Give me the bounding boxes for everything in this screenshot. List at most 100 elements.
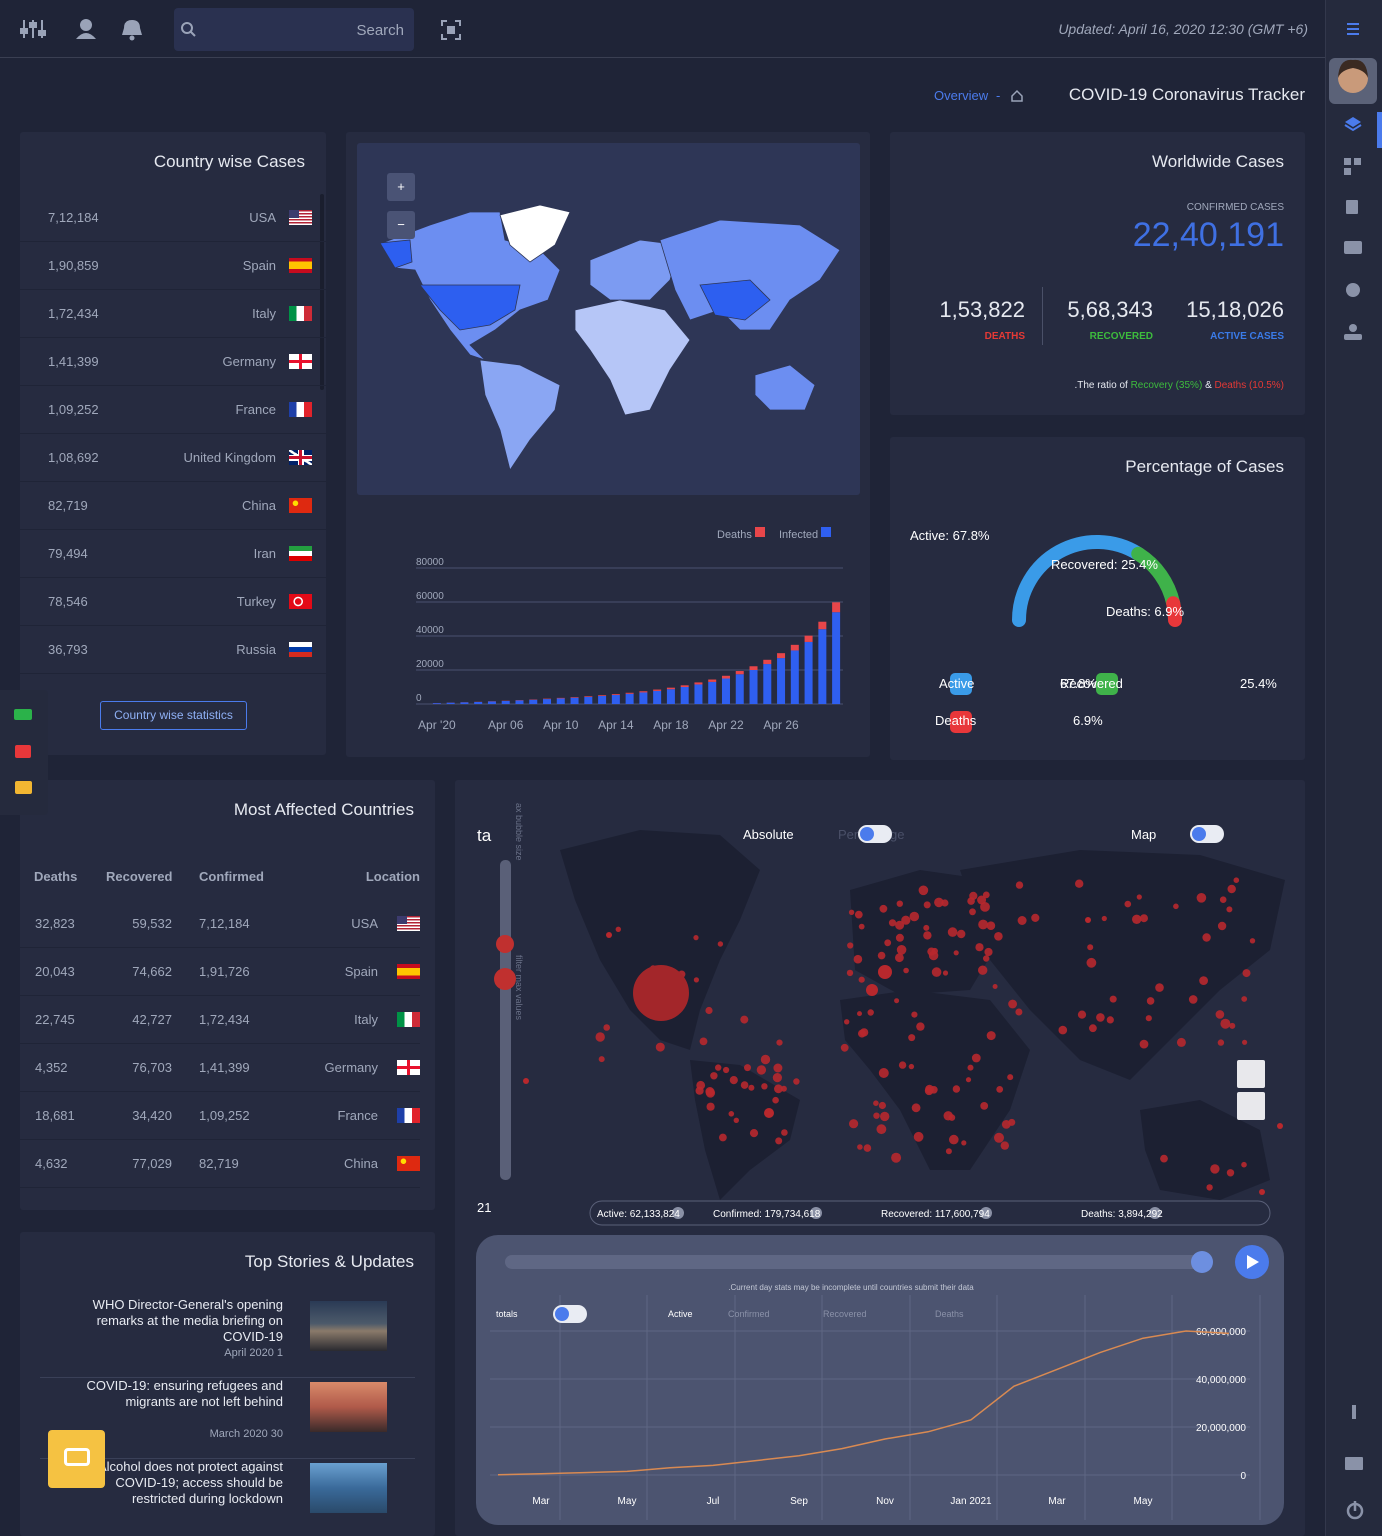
recovered-cell: 74,662 [132,964,172,979]
story-date: March 2020 30 [209,1428,283,1440]
flag [397,964,420,979]
country-row[interactable]: 79,494 Iran [20,530,326,578]
flag [289,642,312,657]
flag [397,1156,420,1171]
active-value: 15,18,026 [1186,297,1284,322]
country-row[interactable]: 36,793 Russia [20,626,326,674]
country-row[interactable]: 1,90,859 Spain [20,242,326,290]
country-row[interactable]: 78,546 Turkey [20,578,326,626]
country-row[interactable]: 1,09,252 France [20,386,326,434]
case-count: 79,494 [48,546,88,561]
story-item[interactable]: COVID-19: ensuring refugees and migrants… [40,1378,415,1459]
most-affected-panel: Most Affected Countries Deaths Recovered… [20,780,435,1210]
panel-title: Top Stories & Updates [244,1252,414,1271]
home-icon [1011,89,1023,102]
flag [289,498,312,513]
tool-icon[interactable] [15,745,31,758]
country-name: Iran [253,546,276,561]
country-row[interactable]: 1,72,434 Italy [20,290,326,338]
recovered-cell: 42,727 [132,1012,172,1027]
toolbar-icons[interactable] [18,14,168,44]
case-count: 1,08,692 [48,450,99,465]
scrollbar[interactable] [320,194,324,390]
flag [289,258,312,273]
story-image [310,1463,387,1513]
case-count: 36,793 [48,642,88,657]
top-bar [0,0,1325,58]
confirmed-label: CONFIRMED CASES [1186,202,1284,213]
confirmed-cell: 1,72,434 [199,1012,250,1027]
flag [289,594,312,609]
confirmed-cell: 7,12,184 [199,916,250,931]
panel-title: Country wise Cases [153,152,305,171]
deaths-value: 1,53,822 [939,297,1025,322]
active-label: ACTIVE CASES [1210,331,1284,342]
story-date: April 2020 1 [224,1347,283,1359]
story-title: COVID-19: ensuring refugees and migrants… [86,1378,283,1409]
table-row: 32,823 59,532 7,12,184 USA [20,900,420,948]
recovered-cell: 77,029 [132,1156,172,1171]
search-box[interactable]: Search [174,8,414,51]
chat-button[interactable] [48,1430,105,1488]
confirmed-value: 22,40,191 [1132,216,1284,254]
confirmed-cell: 1,41,399 [199,1060,250,1075]
flag [397,1108,420,1123]
flag [289,546,312,561]
story-item[interactable]: WHO Director-General's opening remarks a… [40,1297,415,1378]
ratio-deaths: Deaths (10.5%) [1214,380,1284,391]
flag [289,210,312,225]
deaths-label: DEATHS [984,331,1025,342]
country-name: United Kingdom [183,450,277,465]
totals-toggle[interactable] [553,1305,587,1323]
flag [397,1060,420,1075]
map-toggle[interactable] [1190,825,1224,843]
percentage-toggle[interactable] [858,825,892,843]
deaths-cell: 20,043 [35,964,75,979]
ratio-recovery: Recovery (35%) [1130,380,1203,391]
story-image [310,1301,387,1351]
location-cell: Spain [344,964,378,979]
chat-icon [64,1448,90,1466]
case-count: 1,09,252 [48,402,99,417]
page-title: COVID-19 Coronavirus Tracker [1068,85,1305,104]
panel-title: Worldwide Cases [1152,152,1284,171]
country-name: Germany [222,354,276,369]
sidebar-icons[interactable] [1325,0,1382,1536]
case-count: 1,41,399 [48,354,99,369]
statistics-button[interactable]: Country wise statistics [100,701,247,730]
tool-icon[interactable] [14,709,32,720]
breadcrumb-separator: - [996,88,1001,103]
location-cell: France [337,1108,378,1123]
table-header: Deaths Recovered Confirmed Location [20,866,420,886]
country-row[interactable]: 7,12,184 USA [20,194,326,242]
story-title: Alcohol does not protect against COVID-1… [97,1459,283,1506]
stories-panel: Top Stories & Updates WHO Director-Gener… [20,1232,435,1536]
map-chart-panel [346,132,870,757]
breadcrumb-link[interactable]: Overview [934,88,989,103]
country-row[interactable]: 1,08,692 United Kingdom [20,434,326,482]
deaths-cell: 18,681 [35,1108,75,1123]
country-row[interactable]: 1,41,399 Germany [20,338,326,386]
story-item[interactable]: Alcohol does not protect against COVID-1… [40,1459,415,1536]
deaths-cell: 22,745 [35,1012,75,1027]
country-cases-panel: Country wise Cases Country wise statisti… [20,132,326,755]
table-row: 4,352 76,703 1,41,399 Germany [20,1044,420,1092]
right-sidebar [1325,0,1382,1536]
recovered-label: RECOVERED [1089,331,1153,342]
confirmed-cell: 82,719 [199,1156,239,1171]
country-name: USA [249,210,276,225]
fullscreen-icon[interactable] [440,19,462,41]
location-cell: Germany [324,1060,378,1075]
table-row: 20,043 74,662 1,91,726 Spain [20,948,420,996]
country-row[interactable]: 82,719 China [20,482,326,530]
case-count: 78,546 [48,594,88,609]
tool-icon[interactable] [15,781,32,794]
country-name: Russia [236,642,276,657]
column-header: Deaths [34,869,78,884]
updated-time: Updated: April 16, 2020 12:30 (GMT +6) [1058,21,1308,37]
bubble-map-panel [455,780,1305,1536]
case-count: 7,12,184 [48,210,99,225]
column-header: Location [365,869,420,884]
deaths-cell: 4,632 [35,1156,68,1171]
